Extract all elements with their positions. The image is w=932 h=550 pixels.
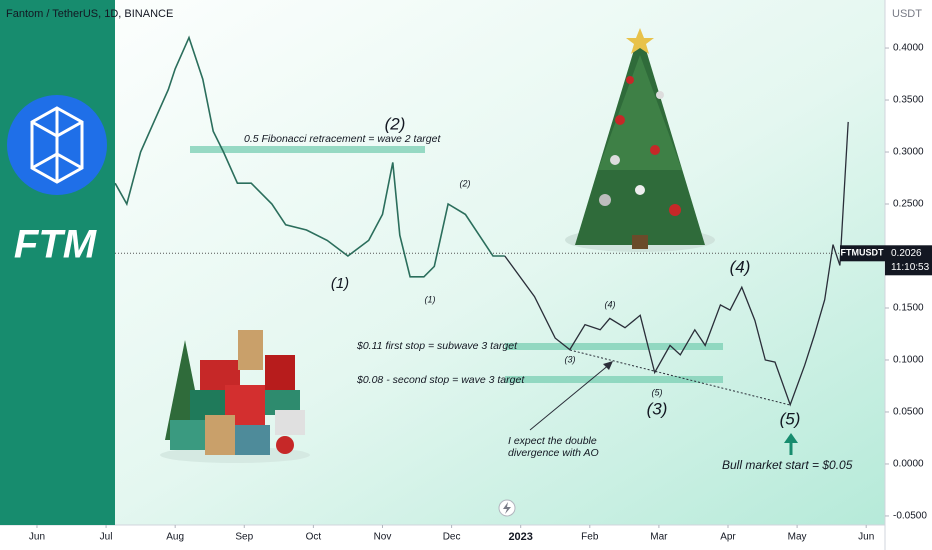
wave-label: (2)	[460, 178, 471, 188]
annotation: $0.11 first stop = subwave 3 target	[356, 340, 518, 352]
y-tick-label: 0.3500	[893, 95, 924, 106]
wave-label: (1)	[331, 275, 349, 292]
annotation: $0.08 - second stop = wave 3 target	[356, 374, 525, 386]
target-zone	[505, 376, 723, 383]
x-tick-label: Nov	[374, 532, 392, 543]
y-unit: USDT	[892, 8, 922, 20]
x-tick-label: Sep	[235, 532, 253, 543]
x-tick-label: Mar	[650, 532, 668, 543]
wave-label: (3)	[565, 354, 576, 364]
wave-label: (2)	[385, 114, 406, 133]
fib-zone	[190, 146, 425, 153]
logo-panel	[0, 0, 115, 525]
y-tick-label: 0.1500	[893, 303, 924, 314]
arrow-head	[603, 361, 613, 370]
plot-background	[0, 0, 885, 525]
wave-label: (3)	[647, 399, 668, 418]
countdown-label: 11:10:53	[891, 262, 930, 273]
symbol-label: FTMUSDT	[841, 248, 884, 258]
price-label: 0.2026	[891, 248, 922, 259]
x-tick-label: Aug	[166, 532, 184, 543]
wave-label: (5)	[652, 387, 663, 397]
y-tick-label: 0.1000	[893, 355, 924, 366]
logo-text: FTM	[14, 223, 98, 267]
y-tick-label: 0.4000	[893, 43, 924, 54]
price-box	[885, 245, 932, 276]
icon-glyph	[503, 502, 511, 514]
price-line	[504, 121, 849, 407]
x-tick-label: Feb	[581, 532, 599, 543]
logo-mark	[30, 106, 84, 184]
x-tick-label: Oct	[306, 532, 322, 543]
annotation: I expect the double	[508, 435, 597, 447]
wave-label: (1)	[425, 294, 436, 304]
y-tick-label: -0.0500	[893, 511, 927, 522]
x-tick-label: Apr	[720, 532, 736, 543]
annotation: Bull market start = $0.05	[722, 458, 853, 472]
annotation: 0.5 Fibonacci retracement = wave 2 targe…	[244, 133, 441, 145]
annotation: divergence with AO	[508, 447, 599, 459]
arrow-head	[784, 433, 798, 443]
y-tick-label: 0.3000	[893, 147, 924, 158]
x-tick-label: May	[788, 532, 807, 543]
gift-boxes	[160, 330, 310, 463]
time-axis	[0, 525, 885, 550]
target-zone	[505, 343, 723, 350]
trend-line	[569, 349, 791, 406]
wave-label: (4)	[730, 257, 751, 276]
y-tick-label: 0.0000	[893, 459, 924, 470]
x-tick-label: Dec	[443, 532, 461, 543]
x-tick-label: Jul	[100, 532, 113, 543]
x-tick-label: Jun	[29, 532, 45, 543]
x-tick-label: 2023	[508, 531, 532, 543]
wave-label: (4)	[605, 299, 616, 309]
price-line	[114, 35, 505, 278]
arrow	[529, 363, 611, 431]
christmas-tree	[565, 28, 715, 252]
y-tick-label: 0.2500	[893, 199, 924, 210]
symbol-box	[840, 245, 885, 262]
wave-label: (5)	[780, 409, 801, 428]
y-tick-label: 0.0500	[893, 407, 924, 418]
chart-title: Fantom / TetherUS, 1D, BINANCE	[6, 8, 173, 20]
x-tick-label: Jun	[858, 532, 874, 543]
